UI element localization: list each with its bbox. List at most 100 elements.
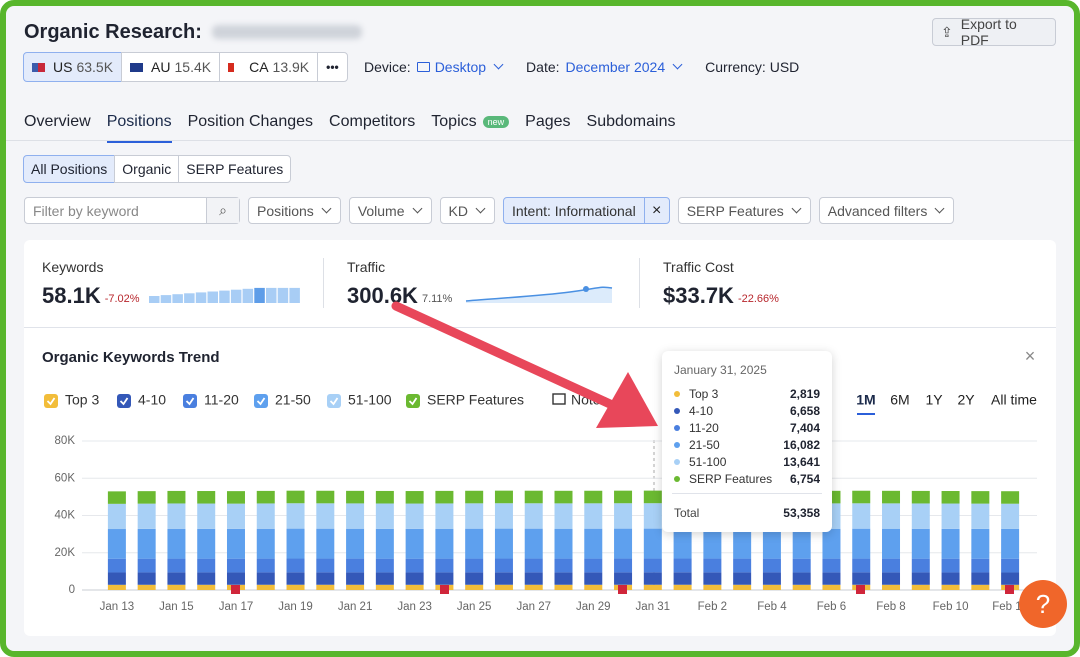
- tab[interactable]: Positions: [106, 113, 172, 143]
- x-tick-label: Jan 19: [278, 601, 313, 613]
- tooltip-value: 16,082: [783, 438, 820, 452]
- bar-segment: [554, 528, 573, 559]
- tab-label: Topics: [431, 113, 477, 130]
- tab-label: Position Changes: [187, 113, 314, 130]
- help-button[interactable]: ?: [1019, 580, 1067, 628]
- database-code: AU: [151, 59, 171, 75]
- bar-segment: [465, 528, 484, 559]
- legend-check: [329, 397, 339, 406]
- bar-segment: [941, 528, 960, 559]
- bar-segment: [822, 584, 841, 590]
- note-flag: [440, 585, 449, 594]
- filter-dropdown[interactable]: Advanced filters: [818, 197, 955, 224]
- bar-segment: [197, 584, 216, 590]
- period-button[interactable]: 1M: [856, 392, 875, 408]
- bar-segment: [614, 572, 633, 585]
- bar-segment: [882, 584, 901, 590]
- note-flag: [856, 585, 865, 594]
- bar-segment: [584, 584, 603, 590]
- bar-segment: [643, 490, 662, 504]
- database-button[interactable]: CA 13.9K: [219, 52, 319, 82]
- filter-dropdown[interactable]: Positions: [248, 197, 341, 224]
- bar-segment: [703, 558, 722, 573]
- tab[interactable]: Pages: [525, 113, 570, 131]
- keywords-sparkline-bar: [207, 291, 218, 303]
- bar-segment: [226, 503, 245, 529]
- device-select[interactable]: Desktop: [416, 59, 504, 75]
- bar-segment: [524, 490, 543, 504]
- bar-segment: [226, 528, 245, 559]
- bar-segment: [882, 528, 901, 559]
- tab[interactable]: Subdomains: [587, 113, 676, 131]
- tooltip-dot: [674, 425, 680, 431]
- period-button[interactable]: 6M: [890, 392, 909, 408]
- keyword-filter[interactable]: Filter by keyword ⌕: [24, 197, 240, 224]
- bar-segment: [643, 584, 662, 590]
- subtab[interactable]: SERP Features: [178, 155, 292, 183]
- close-button[interactable]: ×: [1025, 346, 1036, 366]
- bar-segment: [316, 572, 335, 585]
- tooltip-series: SERP Features: [689, 472, 773, 486]
- y-tick-label: 0: [69, 584, 75, 596]
- period-button[interactable]: All time: [991, 392, 1037, 408]
- filter-dropdown[interactable]: KD: [439, 197, 495, 224]
- database-button[interactable]: US 63.5K: [23, 52, 123, 82]
- bar-segment: [554, 503, 573, 529]
- subtab[interactable]: All Positions: [23, 155, 116, 183]
- bar-segment: [762, 528, 781, 559]
- legend-checkbox: [327, 394, 341, 408]
- bar-segment: [554, 572, 573, 585]
- tab[interactable]: Topics new: [431, 113, 510, 131]
- remove-filter[interactable]: ×: [643, 198, 669, 223]
- database-code: CA: [249, 59, 269, 75]
- keywords-sparkline-bar: [277, 287, 289, 303]
- bar-segment: [733, 584, 752, 590]
- database-button[interactable]: AU 15.4K: [121, 52, 221, 82]
- tooltip-series: 21-50: [689, 438, 720, 452]
- filter-dropdown[interactable]: SERP Features: [677, 197, 811, 224]
- bar-segment: [584, 572, 603, 585]
- chart-title: Organic Keywords Trend: [42, 349, 220, 366]
- bar-segment: [584, 558, 603, 573]
- subtab[interactable]: Organic: [114, 155, 180, 183]
- period-button[interactable]: 2Y: [957, 392, 975, 408]
- filters: Filter by keyword ⌕ Positions Volume KD Inten…: [24, 197, 955, 224]
- bar-segment: [375, 503, 394, 529]
- tooltip: January 31, 2025 Total 53,358 Top 3 2,819…: [662, 351, 832, 532]
- tab[interactable]: Competitors: [329, 113, 415, 131]
- bar-segment: [137, 491, 156, 504]
- bar-segment: [256, 490, 275, 504]
- bar-segment: [256, 558, 275, 573]
- separator: [6, 140, 1074, 141]
- date-select[interactable]: December 2024: [566, 59, 684, 75]
- x-tick-label: Feb 8: [876, 601, 905, 613]
- tab[interactable]: Overview: [24, 113, 91, 131]
- bar-segment: [971, 528, 990, 559]
- bar-segment: [435, 503, 454, 529]
- tooltip-series: 11-20: [689, 421, 719, 435]
- bar-segment: [971, 503, 990, 529]
- active-filter[interactable]: Intent: Informational ×: [502, 197, 670, 224]
- filter-dropdown[interactable]: Volume: [348, 197, 432, 224]
- metric-label: Traffic: [347, 259, 386, 275]
- active-filter-label: Intent: Informational: [511, 202, 636, 219]
- bar-segment: [524, 503, 543, 529]
- y-tick-label: 40K: [55, 510, 76, 522]
- tab-label: Positions: [106, 113, 172, 130]
- tab[interactable]: Position Changes: [188, 113, 313, 131]
- export-button[interactable]: ⇪ Export to PDF: [932, 16, 1056, 48]
- x-tick-label: Jan 31: [636, 601, 671, 613]
- bar-segment: [167, 490, 186, 504]
- tooltip-dot: [674, 459, 680, 465]
- bar-segment: [405, 572, 424, 585]
- bar-segment: [494, 584, 513, 590]
- more-button[interactable]: •••: [317, 52, 348, 82]
- x-tick-label: Jan 15: [159, 601, 194, 613]
- bar-segment: [494, 490, 513, 504]
- bar-segment: [226, 572, 245, 585]
- tabs: Overview Positions Position Changes Competi…: [24, 109, 691, 143]
- bar-segment: [971, 491, 990, 504]
- period-button[interactable]: 1Y: [925, 392, 943, 408]
- legend-label: 11-20: [204, 392, 239, 408]
- tooltip-dot: [674, 391, 680, 397]
